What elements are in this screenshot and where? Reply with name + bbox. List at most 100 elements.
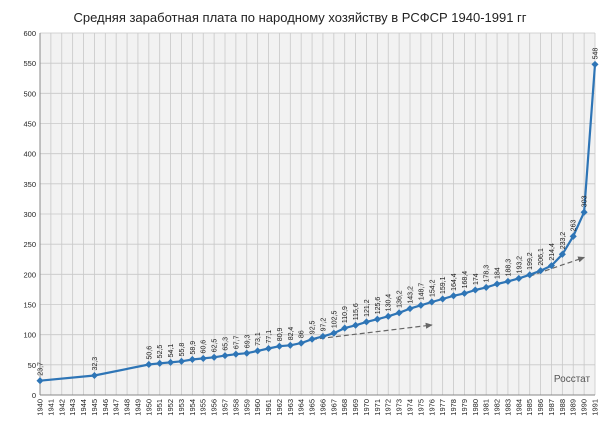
data-point-marker (330, 329, 338, 337)
data-point-marker (199, 354, 207, 362)
data-point-marker (188, 355, 196, 363)
data-label: 206,1 (538, 248, 545, 266)
x-tick-label: 1986 (536, 399, 545, 416)
y-tick-label: 0 (32, 391, 36, 400)
y-tick-label: 200 (23, 270, 36, 279)
data-label: 154,2 (429, 279, 436, 297)
x-tick-label: 1985 (525, 399, 534, 416)
data-label: 102,5 (331, 311, 338, 329)
data-point-marker (580, 208, 588, 216)
axes (39, 33, 595, 396)
data-point-marker (471, 286, 479, 294)
data-label: 58,9 (190, 341, 197, 355)
data-label: 92,5 (310, 320, 317, 334)
x-tick-label: 1973 (395, 399, 404, 416)
data-point-marker (493, 280, 501, 288)
data-label: 52,5 (157, 345, 164, 359)
data-label: 54,1 (168, 344, 175, 358)
data-point-marker (537, 267, 545, 275)
x-tick-label: 1952 (166, 399, 175, 416)
data-point-marker (515, 274, 523, 282)
trend-arrows (311, 256, 586, 341)
y-tick-label: 600 (23, 29, 36, 38)
data-label: 86 (299, 330, 306, 338)
x-tick-label: 1976 (427, 399, 436, 416)
data-point-marker (352, 321, 360, 329)
y-tick-label: 350 (23, 180, 36, 189)
data-label: 214,4 (549, 243, 556, 261)
data-point-marker (243, 349, 251, 357)
data-point-marker (547, 262, 556, 270)
x-tick-label: 1975 (416, 399, 425, 416)
data-point-marker (406, 305, 414, 313)
data-label: 80,9 (277, 327, 284, 341)
data-point-marker (319, 332, 327, 340)
x-tick-label: 1960 (253, 399, 262, 416)
data-point-marker (526, 271, 534, 279)
x-tick-label: 1971 (373, 399, 382, 416)
x-tick-label: 1962 (275, 399, 284, 416)
x-tick-label: 1980 (471, 399, 480, 416)
x-tick-label: 1961 (264, 399, 273, 416)
data-label: 199,2 (527, 252, 534, 270)
data-label: 97,2 (320, 318, 327, 332)
data-point-marker (264, 344, 273, 353)
x-tick-label: 1966 (318, 399, 327, 416)
x-tick-label: 1977 (438, 399, 447, 416)
data-label: 110,9 (342, 306, 349, 323)
data-label: 115,6 (353, 303, 360, 320)
x-tick-label: 1954 (188, 399, 197, 416)
y-tick-label: 500 (23, 89, 36, 98)
data-point-marker (90, 371, 98, 380)
data-label: 178,3 (484, 265, 491, 283)
x-tick-label: 1948 (123, 399, 132, 416)
data-label: 82,4 (288, 327, 295, 341)
data-point-marker (362, 318, 371, 326)
x-tick-label: 1959 (242, 399, 251, 416)
data-label: 263 (571, 220, 578, 232)
x-tick-label: 1989 (569, 399, 578, 416)
data-label: 73,1 (255, 332, 262, 346)
x-tick-label: 1979 (460, 399, 469, 416)
x-tick-label: 1949 (133, 399, 142, 416)
x-tick-labels: 1940 1941 1942 1943 1944 1945 1946 1947 1948 1949… (36, 399, 600, 416)
data-label: 69,3 (244, 334, 251, 348)
data-label: 130,4 (386, 294, 393, 312)
chart-title: Средняя заработная плата по народному хо… (73, 10, 526, 25)
x-tick-label: 1987 (547, 399, 556, 416)
x-tick-label: 1956 (210, 399, 219, 416)
data-point-marker (286, 341, 294, 349)
data-point-marker (156, 359, 164, 367)
data-point-marker (36, 377, 44, 385)
x-tick-label: 1955 (199, 399, 208, 416)
x-tick-label: 1945 (90, 399, 99, 416)
y-tick-label: 300 (23, 210, 36, 219)
data-label: 125,6 (375, 297, 382, 315)
data-point-marker (460, 289, 468, 297)
x-tick-label: 1941 (46, 399, 55, 416)
grid-lines (39, 32, 596, 396)
x-tick-label: 1972 (384, 399, 393, 416)
y-tick-label: 100 (23, 331, 36, 340)
data-point-marker (439, 295, 447, 303)
x-tick-label: 1957 (221, 399, 230, 416)
data-point-marker (297, 339, 305, 347)
data-label: 77,1 (266, 330, 273, 344)
data-point-marker (373, 315, 381, 323)
data-label: 50,6 (146, 346, 153, 360)
x-tick-label: 1940 (36, 399, 45, 416)
y-tick-label: 550 (23, 59, 36, 68)
x-tick-label: 1983 (503, 399, 512, 416)
data-label: 159,1 (440, 276, 447, 294)
x-tick-label: 1958 (231, 399, 240, 416)
series-line (36, 60, 599, 385)
x-tick-label: 1981 (482, 399, 491, 416)
source-annotation: Росстат (554, 374, 591, 385)
data-point-marker (308, 335, 316, 343)
x-tick-label: 1967 (329, 399, 338, 416)
data-label: 143,2 (408, 286, 415, 304)
data-label: 32,3 (92, 357, 99, 371)
data-point-marker (558, 250, 566, 258)
x-tick-label: 1978 (449, 399, 458, 416)
